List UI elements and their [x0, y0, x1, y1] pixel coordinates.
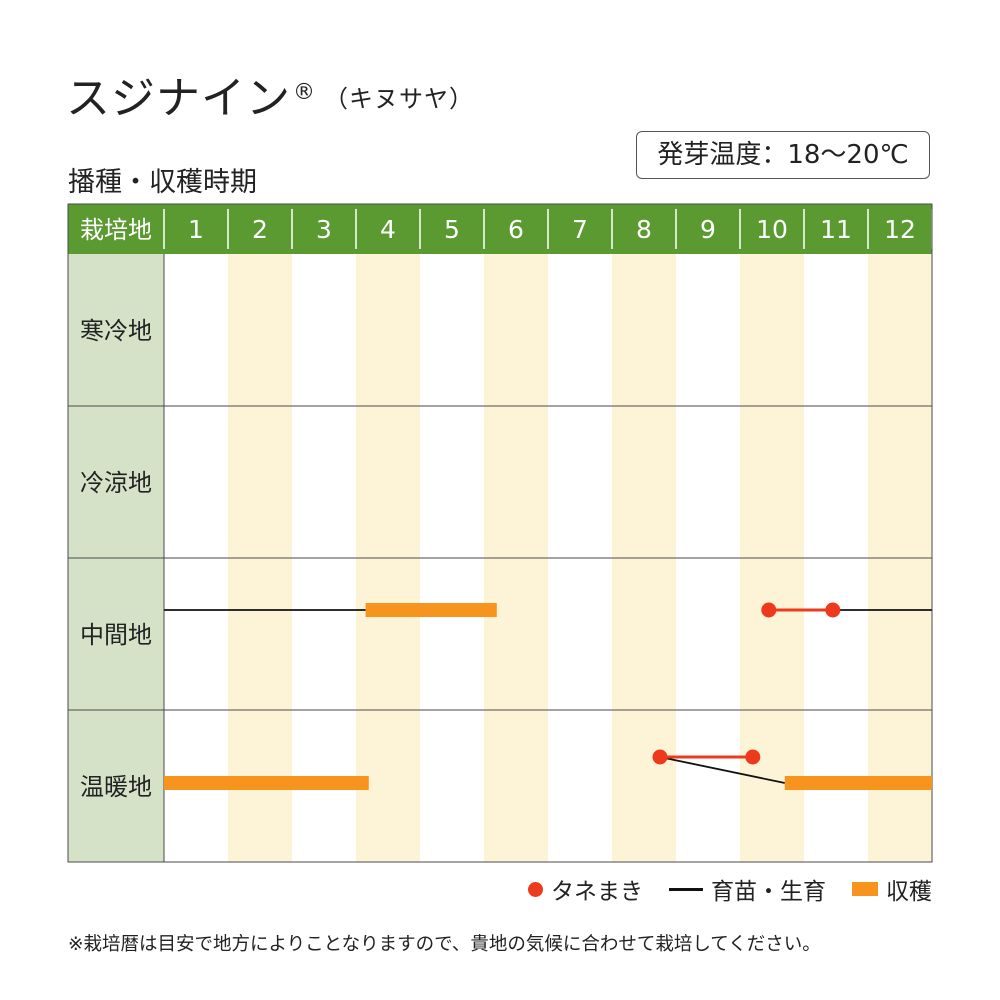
month-label-9: 9	[700, 215, 716, 244]
sowing-dot-start	[652, 749, 668, 765]
region-label: 中間地	[80, 621, 152, 649]
title-main: スジナイン	[66, 73, 291, 124]
month-label-6: 6	[508, 215, 524, 244]
sowing-dot-icon	[528, 881, 543, 897]
legend-item-sowing: タネまき	[528, 872, 643, 906]
legend-label-harvest: 収穫	[886, 879, 932, 905]
sowing-dot-end	[745, 749, 761, 765]
month-label-7: 7	[572, 215, 588, 244]
sowing-dot-end	[825, 602, 841, 618]
legend-item-growing: 育苗・生育	[669, 872, 826, 906]
page-title: スジナイン® （キヌサヤ）	[66, 62, 474, 126]
sowing-dot-start	[761, 602, 777, 618]
month-label-1: 1	[188, 215, 204, 244]
month-label-5: 5	[444, 215, 460, 244]
region-label: 寒冷地	[80, 317, 152, 345]
month-label-12: 12	[884, 215, 916, 244]
registered-mark: ®	[293, 80, 316, 105]
harvest-bar	[365, 603, 497, 617]
growing-line-icon	[669, 887, 703, 891]
header-row-bg	[68, 204, 932, 254]
chart-subtitle: 播種・収穫時期	[68, 167, 257, 198]
month-label-8: 8	[636, 215, 652, 244]
legend-label-growing: 育苗・生育	[711, 879, 826, 905]
header-label: 栽培地	[80, 216, 152, 244]
germination-temp-badge: 発芽温度：18〜20℃	[636, 131, 930, 179]
harvest-bar-icon	[852, 882, 878, 896]
harvest-bar	[784, 776, 932, 790]
month-label-3: 3	[316, 215, 332, 244]
harvest-bar	[164, 776, 369, 790]
table-border	[67, 203, 933, 863]
month-label-4: 4	[380, 215, 396, 244]
title-sub: （キヌサヤ）	[324, 85, 474, 113]
footnote: ※栽培暦は目安で地方によりことなりますので、貴地の気候に合わせて栽培してください…	[68, 934, 821, 955]
region-label: 温暖地	[80, 773, 152, 801]
month-label-2: 2	[252, 215, 268, 244]
legend-label-sowing: タネまき	[551, 879, 643, 905]
month-label-11: 11	[820, 215, 852, 244]
legend-item-harvest: 収穫	[852, 872, 932, 906]
growing-line	[659, 756, 785, 784]
region-label: 冷涼地	[80, 469, 152, 497]
month-label-10: 10	[756, 215, 788, 244]
chart-legend: タネまき 育苗・生育 収穫	[502, 872, 932, 906]
